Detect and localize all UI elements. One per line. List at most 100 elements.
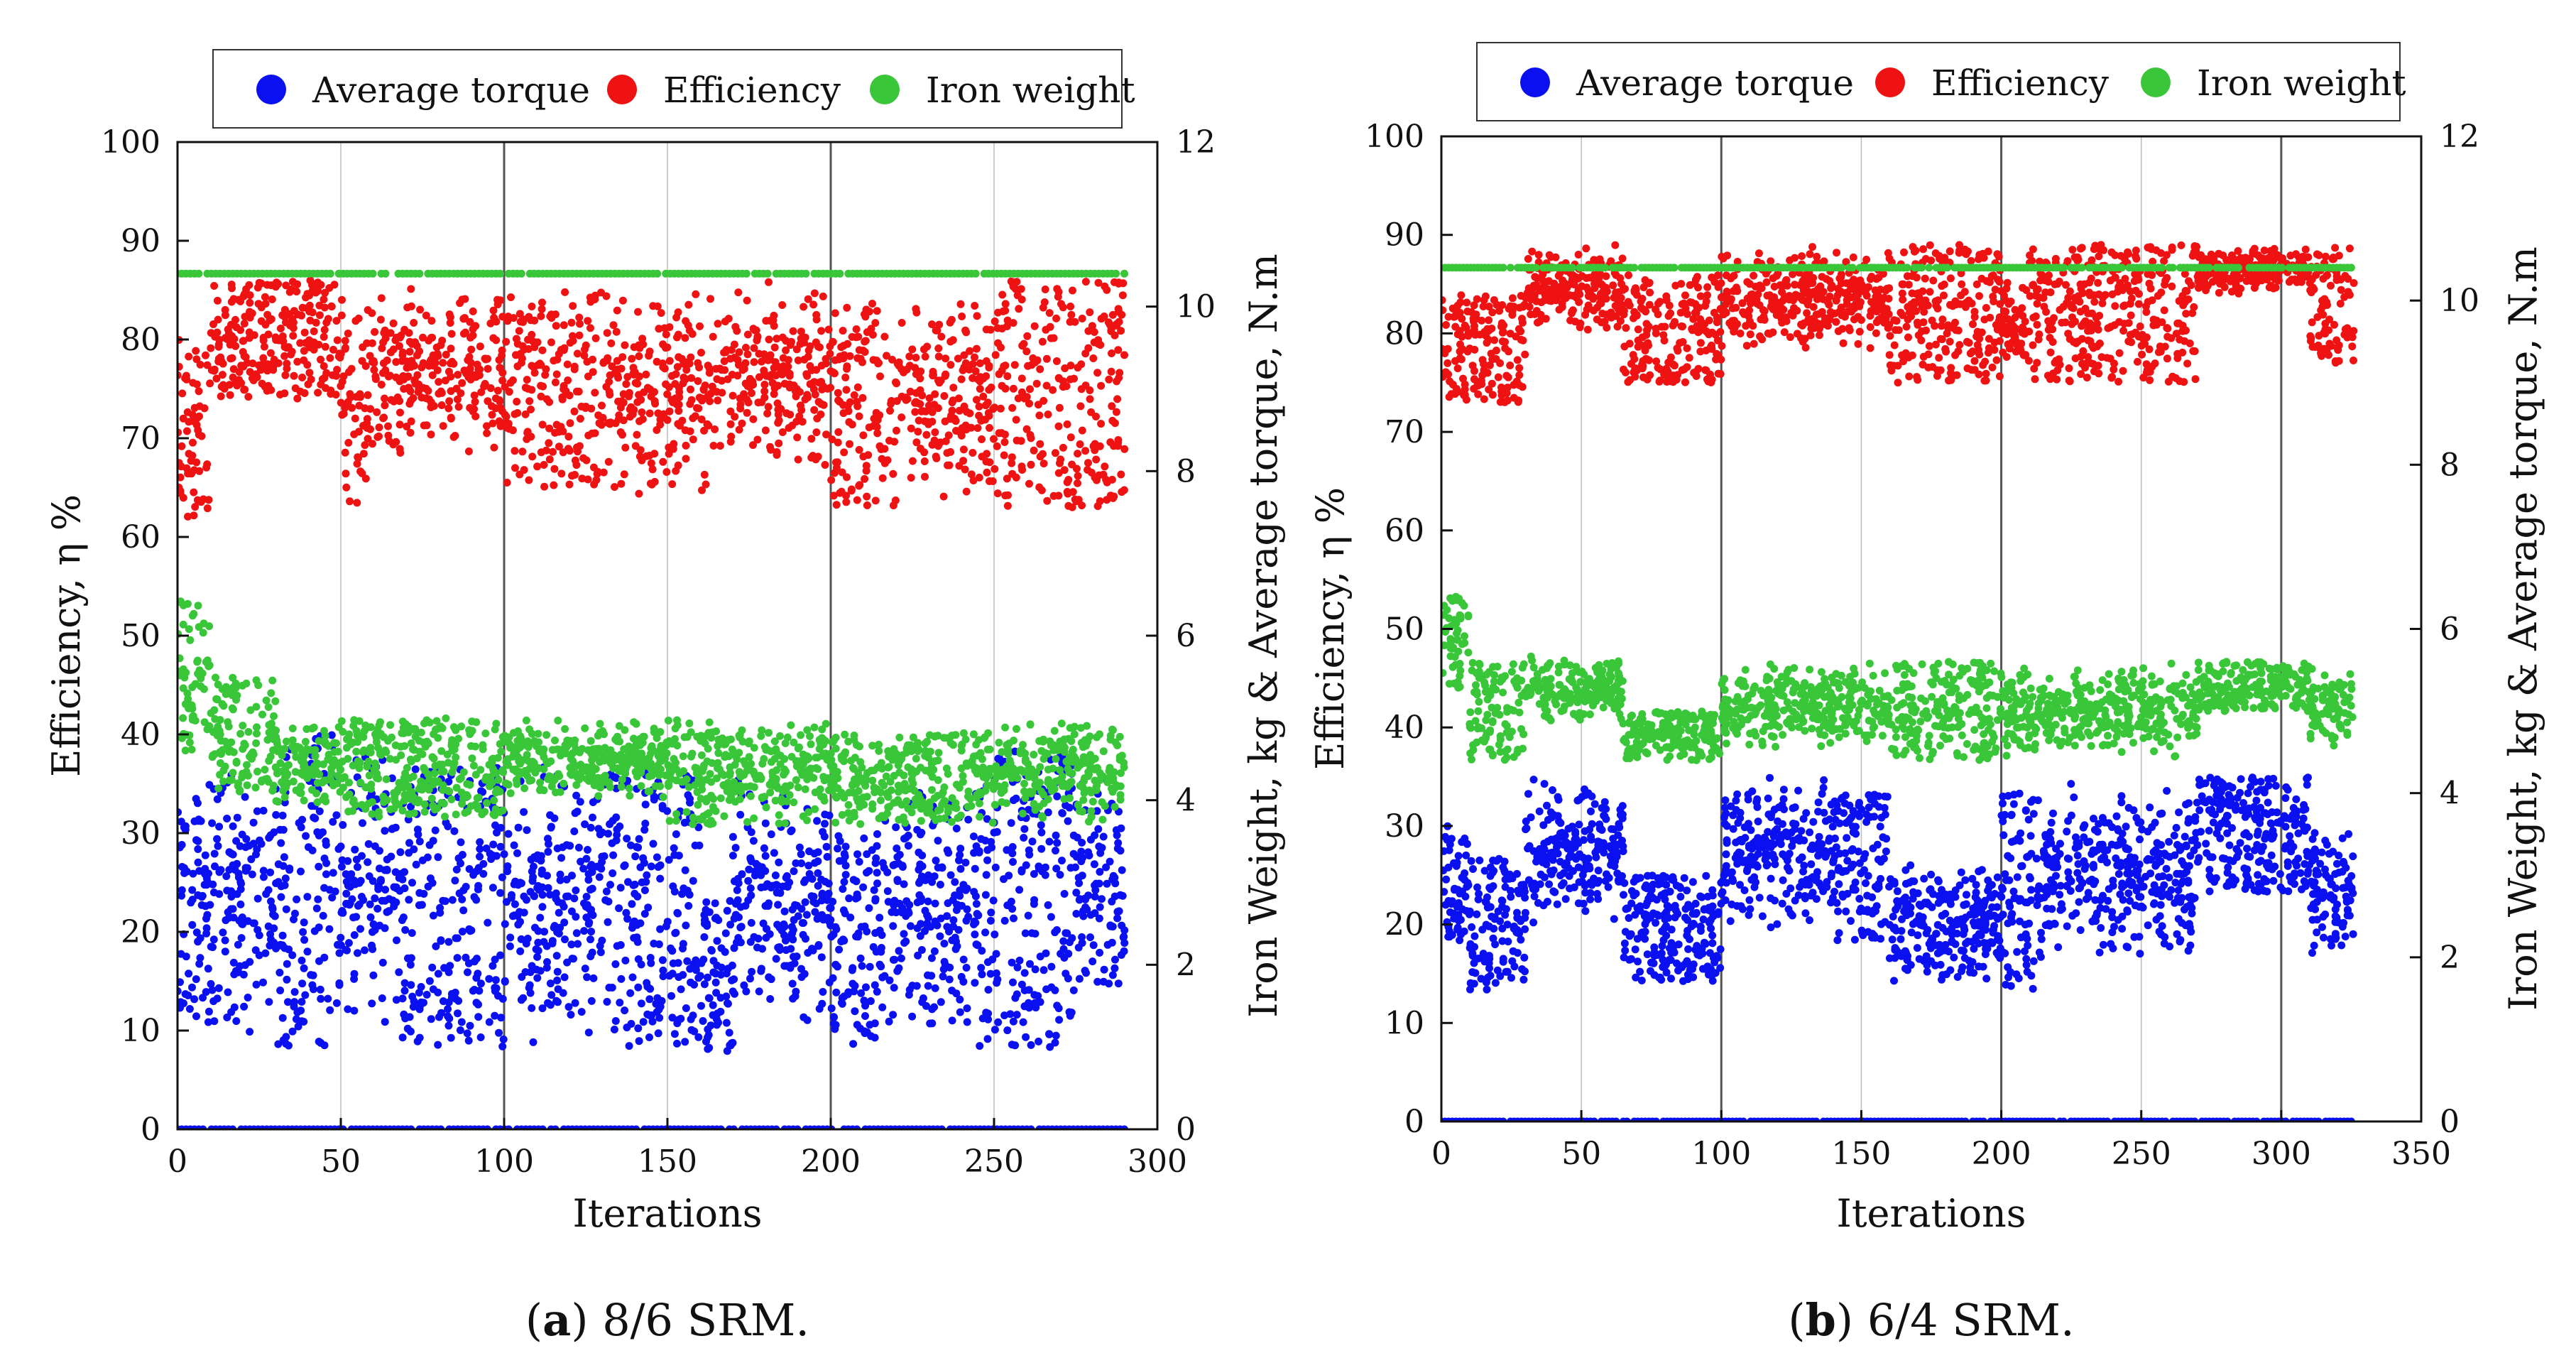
point xyxy=(214,680,222,689)
point xyxy=(618,296,627,305)
point xyxy=(1092,413,1100,420)
point xyxy=(476,342,484,351)
point xyxy=(760,387,769,396)
point xyxy=(937,438,944,447)
point xyxy=(534,947,542,955)
point xyxy=(665,817,674,825)
point xyxy=(1086,308,1094,317)
point xyxy=(994,339,1002,347)
point xyxy=(668,1014,677,1022)
point xyxy=(993,442,1001,450)
point xyxy=(598,828,606,837)
point xyxy=(178,654,184,663)
point xyxy=(734,288,743,297)
point xyxy=(567,318,576,327)
point xyxy=(554,998,562,1006)
point xyxy=(952,825,961,832)
point xyxy=(430,730,438,739)
point xyxy=(249,750,258,759)
point xyxy=(340,773,349,781)
point xyxy=(246,298,254,307)
point xyxy=(745,865,753,874)
point xyxy=(659,966,667,974)
point xyxy=(1003,846,1011,854)
point xyxy=(590,480,599,489)
point xyxy=(190,466,198,474)
point xyxy=(399,913,408,922)
point xyxy=(873,307,881,315)
point xyxy=(654,1029,662,1038)
point xyxy=(1038,337,1047,346)
point xyxy=(814,869,822,877)
point xyxy=(547,338,555,347)
point xyxy=(515,757,523,766)
point xyxy=(284,761,293,769)
point xyxy=(920,448,929,457)
point xyxy=(400,742,409,750)
point xyxy=(347,364,356,373)
point xyxy=(1077,385,1086,393)
point xyxy=(1081,967,1089,975)
point xyxy=(916,374,924,383)
point xyxy=(991,351,1000,359)
point xyxy=(300,918,308,927)
point xyxy=(782,337,790,345)
point xyxy=(832,988,841,996)
point xyxy=(288,724,297,733)
point xyxy=(863,850,871,859)
point xyxy=(893,844,901,852)
point xyxy=(917,920,925,928)
point xyxy=(300,964,308,972)
point xyxy=(810,289,819,298)
point xyxy=(390,898,398,906)
point xyxy=(682,317,690,325)
point xyxy=(264,703,273,711)
point xyxy=(943,846,951,854)
point xyxy=(396,408,404,417)
point xyxy=(1106,921,1115,930)
point xyxy=(275,968,284,977)
point xyxy=(544,759,552,767)
point xyxy=(797,406,806,414)
point xyxy=(353,499,361,507)
point xyxy=(912,305,920,313)
point xyxy=(192,347,200,355)
point xyxy=(794,912,802,920)
point xyxy=(892,823,900,832)
point xyxy=(533,462,542,471)
point xyxy=(473,794,481,803)
point xyxy=(350,969,359,978)
point xyxy=(633,379,642,388)
point xyxy=(398,351,407,359)
point xyxy=(244,771,252,780)
point xyxy=(269,366,278,374)
point xyxy=(1025,1004,1033,1012)
point xyxy=(243,781,251,790)
point xyxy=(791,387,799,396)
point xyxy=(655,1014,664,1022)
point xyxy=(344,754,352,763)
point xyxy=(315,311,324,320)
point xyxy=(962,964,971,972)
point xyxy=(704,973,711,982)
point xyxy=(884,898,893,906)
point xyxy=(296,387,305,396)
point xyxy=(799,303,808,311)
point xyxy=(780,907,789,916)
point xyxy=(951,878,959,886)
point xyxy=(426,874,435,883)
point xyxy=(831,960,840,969)
point xyxy=(639,1018,648,1026)
point xyxy=(338,856,346,864)
point xyxy=(852,325,861,333)
point xyxy=(528,452,537,461)
point xyxy=(1071,317,1079,326)
point xyxy=(844,407,853,415)
point xyxy=(863,328,871,337)
point xyxy=(310,813,318,822)
point xyxy=(411,765,420,773)
point xyxy=(234,779,243,788)
point xyxy=(524,384,533,393)
point xyxy=(237,934,246,943)
point xyxy=(400,979,409,987)
